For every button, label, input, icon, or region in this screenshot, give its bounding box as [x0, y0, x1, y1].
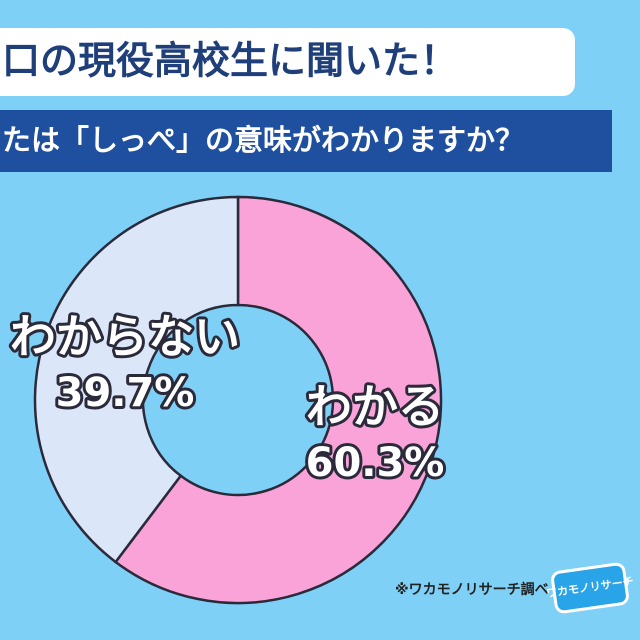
chart-title: 口の現役高校生に聞いた！	[2, 39, 458, 83]
slice-label: わからない	[10, 310, 240, 364]
value-label: 39.7%	[56, 370, 195, 416]
value-label: 60.3%	[306, 440, 445, 486]
title-box	[0, 28, 575, 96]
logo: ワカモノリサーチ	[545, 562, 634, 614]
donut	[33, 195, 443, 605]
subtitle-band	[0, 110, 612, 172]
donut-slice	[113, 195, 443, 605]
labels: わかる 60.3% わからない 39.7%	[7, 307, 447, 490]
source-note: ※ワカモノリサーチ調べ	[395, 581, 549, 598]
chart-subtitle: たは「しっぺ」の意味がわかりますか？	[2, 123, 524, 157]
logo-badge	[551, 562, 629, 614]
donut-slice	[33, 195, 240, 564]
slice-label: わかる	[306, 380, 444, 434]
